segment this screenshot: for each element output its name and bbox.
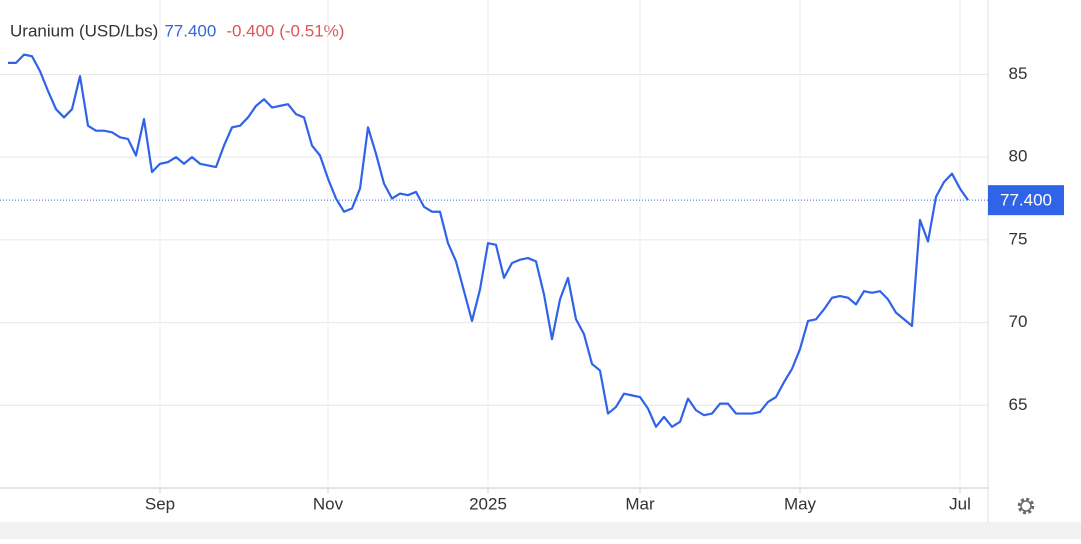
x-tick-label: 2025 (469, 494, 507, 513)
x-tick-label: Jul (949, 494, 971, 513)
y-tick-label: 70 (1009, 312, 1028, 331)
last-value-label: 77.400 (1000, 191, 1052, 210)
gear-teeth (1017, 497, 1035, 515)
x-tick-label: Sep (145, 494, 175, 513)
x-tick-label: Mar (625, 494, 655, 513)
y-tick-label: 75 (1009, 229, 1028, 248)
price-line (8, 53, 969, 428)
y-tick-label: 65 (1009, 395, 1028, 414)
gear-ring (1020, 500, 1032, 512)
settings-icon[interactable] (1017, 497, 1035, 515)
chart-title: Uranium (USD/Lbs) (10, 21, 158, 40)
footer-bar (0, 522, 1081, 539)
last-value-box (988, 185, 1064, 216)
price-change: -0.400 (-0.51%) (226, 21, 344, 40)
y-tick-label: 80 (1009, 147, 1028, 166)
x-tick-label: Nov (313, 494, 344, 513)
price: 77.400 (164, 21, 216, 40)
x-tick-label: May (784, 494, 817, 513)
y-tick-label: 85 (1009, 64, 1028, 83)
